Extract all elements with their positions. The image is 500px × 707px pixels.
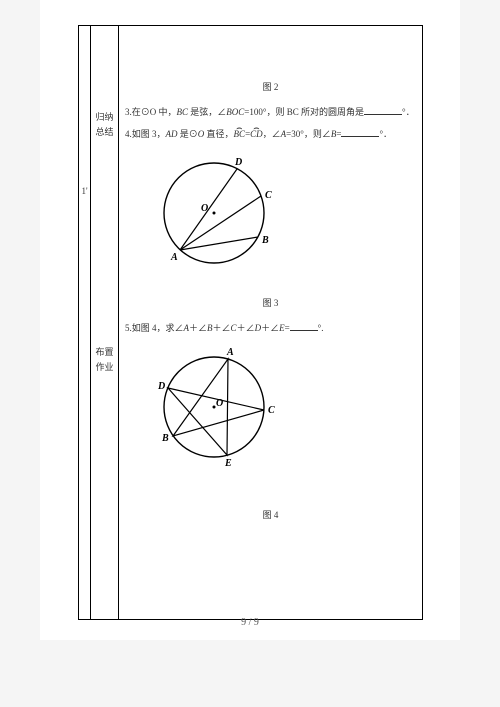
q3-blank [364, 105, 402, 115]
svg-text:E: E [224, 458, 232, 469]
q3-unit: °． [402, 107, 415, 117]
figure-3: O A B C D [149, 148, 279, 278]
q4-arc2: CD [250, 129, 263, 139]
q4-arc1: BC [234, 129, 246, 139]
q3-m1: 是弦，∠ [188, 107, 226, 117]
q4-m4: =30°，则∠ [286, 129, 331, 139]
q4-m1: 是⊙ [178, 129, 198, 139]
q5-p1: ＋∠ [189, 323, 207, 333]
svg-text:B: B [161, 433, 169, 444]
q5-unit: °. [318, 323, 324, 333]
fig4-caption: 图 4 [125, 508, 416, 523]
q5-pre: 5.如图 4，求∠ [125, 323, 184, 333]
page: 1' 归纳 总结 布置 作业 图 2 3.在⊙O 中，BC 是弦，∠BOC=10… [40, 0, 460, 640]
col-time: 1' [79, 26, 91, 620]
figure-4: O A B C D E [149, 342, 279, 472]
q4-unit: °． [379, 129, 392, 139]
q3-bc: BC [177, 107, 189, 117]
q5-p4: ＋∠ [261, 323, 279, 333]
section-label-4: 作业 [91, 361, 118, 374]
q5-blank [290, 321, 318, 331]
q4-ad: AD [166, 129, 178, 139]
layout-table: 1' 归纳 总结 布置 作业 图 2 3.在⊙O 中，BC 是弦，∠BOC=10… [78, 25, 423, 620]
section-label-3: 布置 [91, 346, 118, 359]
question-3: 3.在⊙O 中，BC 是弦，∠BOC=100°，则 BC 所对的圆周角是 °． [125, 105, 416, 120]
svg-text:B: B [261, 235, 269, 246]
svg-text:A: A [170, 252, 178, 263]
question-4: 4.如图 3，AD 是⊙O 直径，BC=CD，∠A=30°，则∠B=°． [125, 127, 416, 142]
q4-pre: 4.如图 3， [125, 129, 166, 139]
main-content: 图 2 3.在⊙O 中，BC 是弦，∠BOC=100°，则 BC 所对的圆周角是… [119, 26, 423, 620]
q3-boc: BOC [226, 107, 244, 117]
svg-text:C: C [268, 405, 275, 416]
fig3-caption: 图 3 [125, 296, 416, 311]
question-5: 5.如图 4，求∠A＋∠B＋∠C＋∠D＋∠E=°. [125, 321, 416, 336]
svg-text:C: C [265, 190, 272, 201]
col-section: 归纳 总结 布置 作业 [91, 26, 119, 620]
q5-p2: ＋∠ [213, 323, 231, 333]
svg-text:O: O [201, 203, 208, 214]
section-label-2: 总结 [91, 126, 118, 139]
q3-m2: =100°，则 BC 所对的圆周角是 [244, 107, 364, 117]
page-number: 9 / 9 [40, 617, 460, 628]
section-label-1: 归纳 [91, 111, 118, 124]
time-label: 1' [81, 186, 87, 196]
q4-m3: ，∠ [263, 129, 281, 139]
svg-text:A: A [226, 347, 234, 358]
q5-p3: ＋∠ [237, 323, 255, 333]
fig2-caption: 图 2 [125, 80, 416, 95]
q3-text: 3.在⊙O 中， [125, 107, 177, 117]
q4-blank [341, 127, 379, 137]
svg-text:D: D [234, 157, 242, 168]
svg-text:D: D [157, 381, 165, 392]
q4-m2: 直径， [204, 129, 233, 139]
svg-text:O: O [216, 398, 223, 409]
